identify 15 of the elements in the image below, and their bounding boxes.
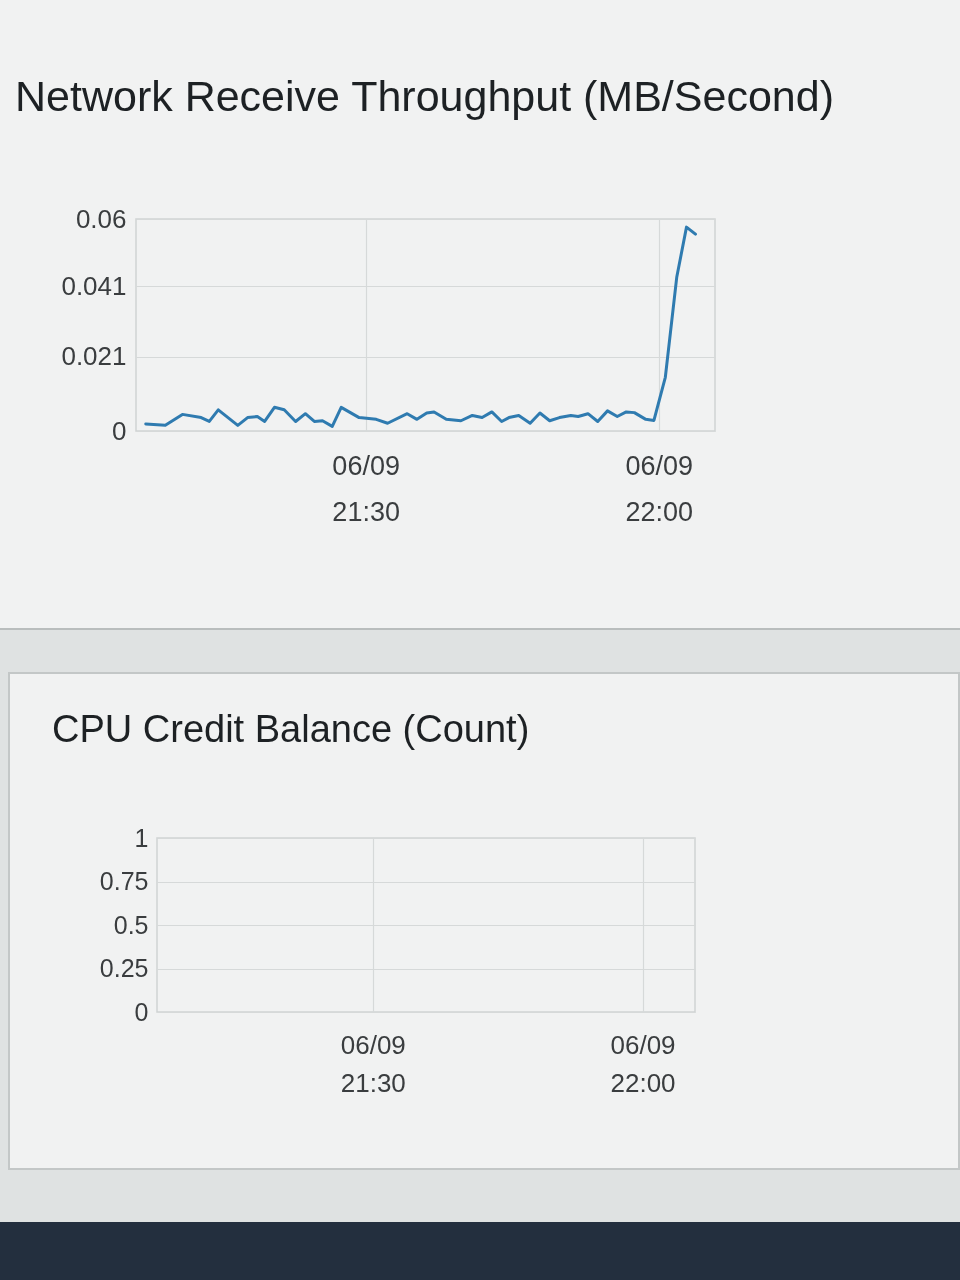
chart-title: Network Receive Throughput (MB/Second) xyxy=(15,72,834,120)
y-tick-label: 0.5 xyxy=(113,910,149,939)
y-tick-label: 1 xyxy=(134,823,149,852)
y-tick-label: 0.06 xyxy=(75,203,127,234)
y-tick-label: 0 xyxy=(112,415,127,446)
chart-title: CPU Credit Balance (Count) xyxy=(52,708,530,750)
x-tick-label: 06/09 22:00 xyxy=(610,1029,676,1098)
y-tick-label: 0.041 xyxy=(61,270,127,301)
y-tick-label: 0.021 xyxy=(61,341,127,372)
x-tick-label: 06/09 21:30 xyxy=(332,450,400,527)
x-tick-label: 06/09 21:30 xyxy=(340,1029,406,1098)
y-tick-label: 0.25 xyxy=(99,954,149,982)
y-tick-label: 0.75 xyxy=(99,867,149,895)
x-tick-label: 06/09 22:00 xyxy=(625,450,694,527)
y-tick-label: 0 xyxy=(134,997,149,1026)
